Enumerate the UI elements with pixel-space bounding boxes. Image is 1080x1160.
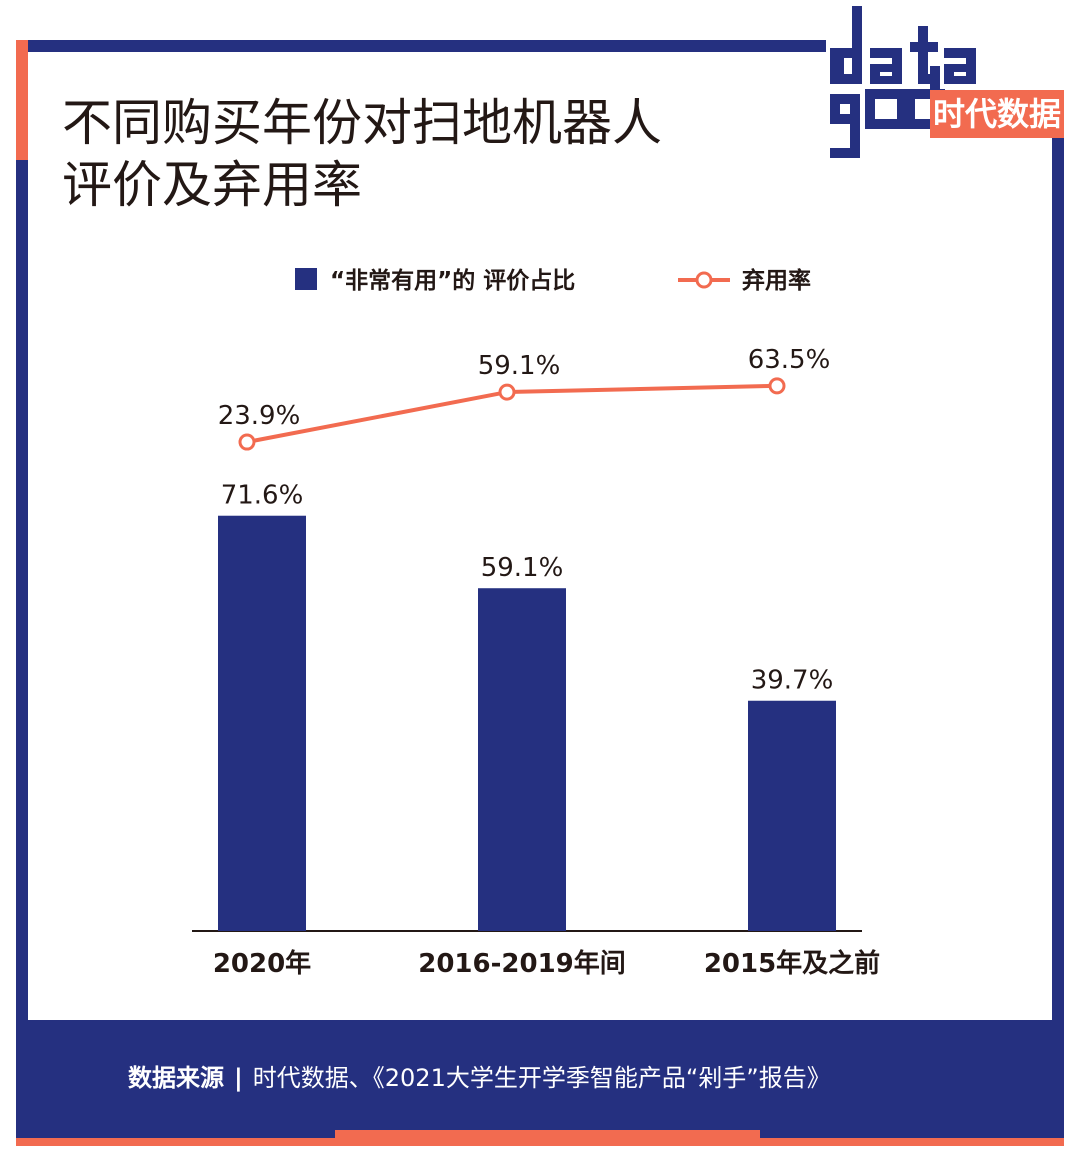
bar-2: [748, 700, 836, 931]
bar-0: [218, 515, 306, 931]
legend-bar-swatch: [295, 268, 317, 290]
source-label: 数据来源: [128, 1064, 224, 1092]
page-title: 不同购买年份对扫地机器人 评价及弃用率: [62, 92, 782, 216]
source-separator: |: [234, 1064, 243, 1092]
line-point-0: [238, 433, 256, 451]
frame-left-accent: [16, 40, 28, 160]
line-point-2: [768, 377, 786, 395]
bar-label-1: 59.1%: [481, 553, 564, 583]
footer-accent-center: [335, 1130, 760, 1146]
legend-bar-label: “非常有用”的 评价占比: [330, 267, 575, 294]
title-line-1: 不同购买年份对扫地机器人: [62, 94, 662, 152]
x-tick-1: 2016-2019年间: [418, 948, 626, 979]
logo-badge: [930, 90, 1064, 138]
frame-top-border: [16, 40, 826, 52]
bar-1: [478, 588, 566, 931]
frame-right-border: [1052, 95, 1064, 1030]
bar-label-0: 71.6%: [221, 481, 304, 511]
line-label-1: 59.1%: [478, 351, 561, 381]
footer-band: [16, 1020, 1064, 1138]
bar-label-2: 39.7%: [751, 666, 834, 696]
logo-text: 时代数据: [933, 95, 1061, 133]
line-point-1: [498, 383, 516, 401]
x-tick-0: 2020年: [213, 948, 311, 979]
x-tick-2: 2015年及之前: [704, 948, 880, 979]
source-text: 时代数据、《2021大学生开学季智能产品“剁手”报告》: [252, 1064, 831, 1092]
line-label-0: 23.9%: [218, 401, 301, 431]
frame-left-border: [16, 160, 28, 1030]
datagod-logo: 时代数据: [830, 6, 1064, 158]
line-label-2: 63.5%: [748, 345, 831, 375]
title-line-2: 评价及弃用率: [62, 156, 362, 214]
legend-line-label: 弃用率: [742, 267, 811, 294]
legend-line-marker: [695, 271, 713, 289]
chart: “非常有用”的 评价占比 弃用率 71.6% 59.1% 39.7% 23.9% 59…: [192, 267, 880, 979]
data-source: 数据来源 | 时代数据、《2021大学生开学季智能产品“剁手”报告》: [128, 1058, 831, 1093]
